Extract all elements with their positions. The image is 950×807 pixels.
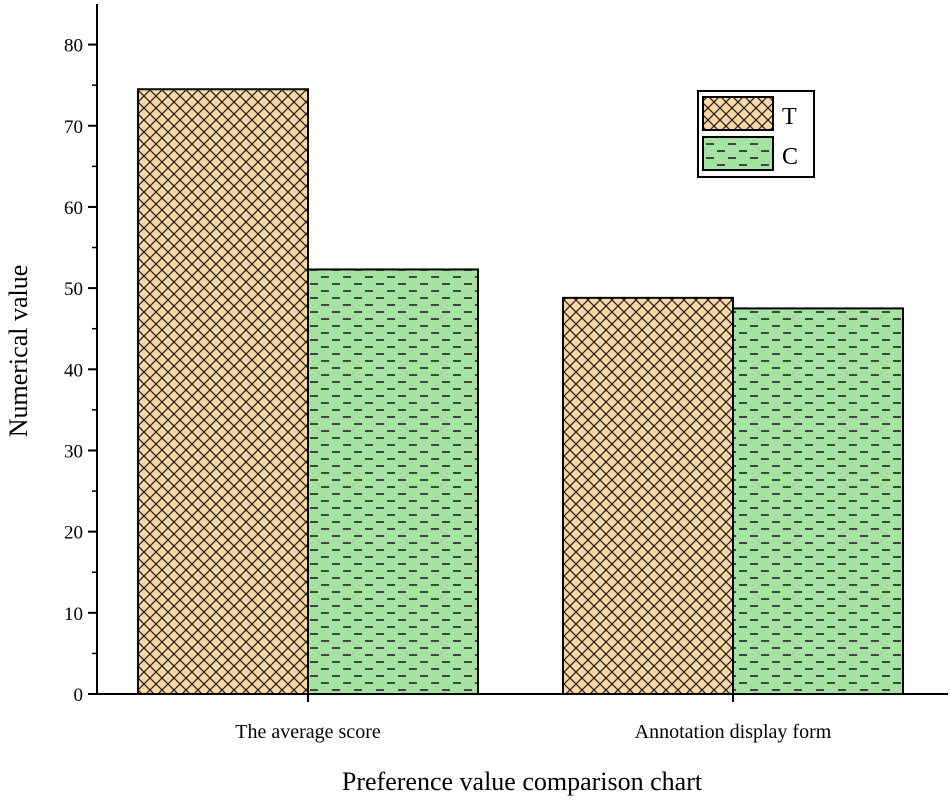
axes-group <box>96 4 948 695</box>
y-axis-title: Numerical value <box>4 265 33 438</box>
bar-c-1 <box>307 268 479 695</box>
x-category-label: Annotation display form <box>635 721 832 743</box>
legend-swatch-t <box>702 96 774 131</box>
y-ticks-group: 0 10 20 30 40 50 60 70 80 <box>64 36 97 706</box>
legend: TC <box>697 90 815 178</box>
y-tick-label: 60 <box>64 198 83 219</box>
bar-t-2 <box>562 296 734 695</box>
bar-t-1 <box>137 88 309 695</box>
bar-c-2 <box>732 307 904 695</box>
bars-group <box>137 88 904 695</box>
legend-label-c: C <box>782 144 798 170</box>
y-tick-label: 20 <box>64 523 83 544</box>
y-tick-label: 30 <box>64 441 83 462</box>
legend-label-t: T <box>782 104 797 130</box>
legend-swatch-c <box>702 136 774 171</box>
y-tick-label: 70 <box>64 117 83 138</box>
y-tick-label: 0 <box>74 685 84 706</box>
y-tick-label: 80 <box>64 36 83 57</box>
x-category-label: The average score <box>235 721 381 743</box>
y-tick-label: 10 <box>64 604 83 625</box>
x-categories-group: The average score Annotation display form <box>235 694 832 743</box>
y-tick-label: 40 <box>64 360 83 381</box>
y-tick-label: 50 <box>64 279 83 300</box>
x-axis-title: Preference value comparison chart <box>342 767 703 796</box>
